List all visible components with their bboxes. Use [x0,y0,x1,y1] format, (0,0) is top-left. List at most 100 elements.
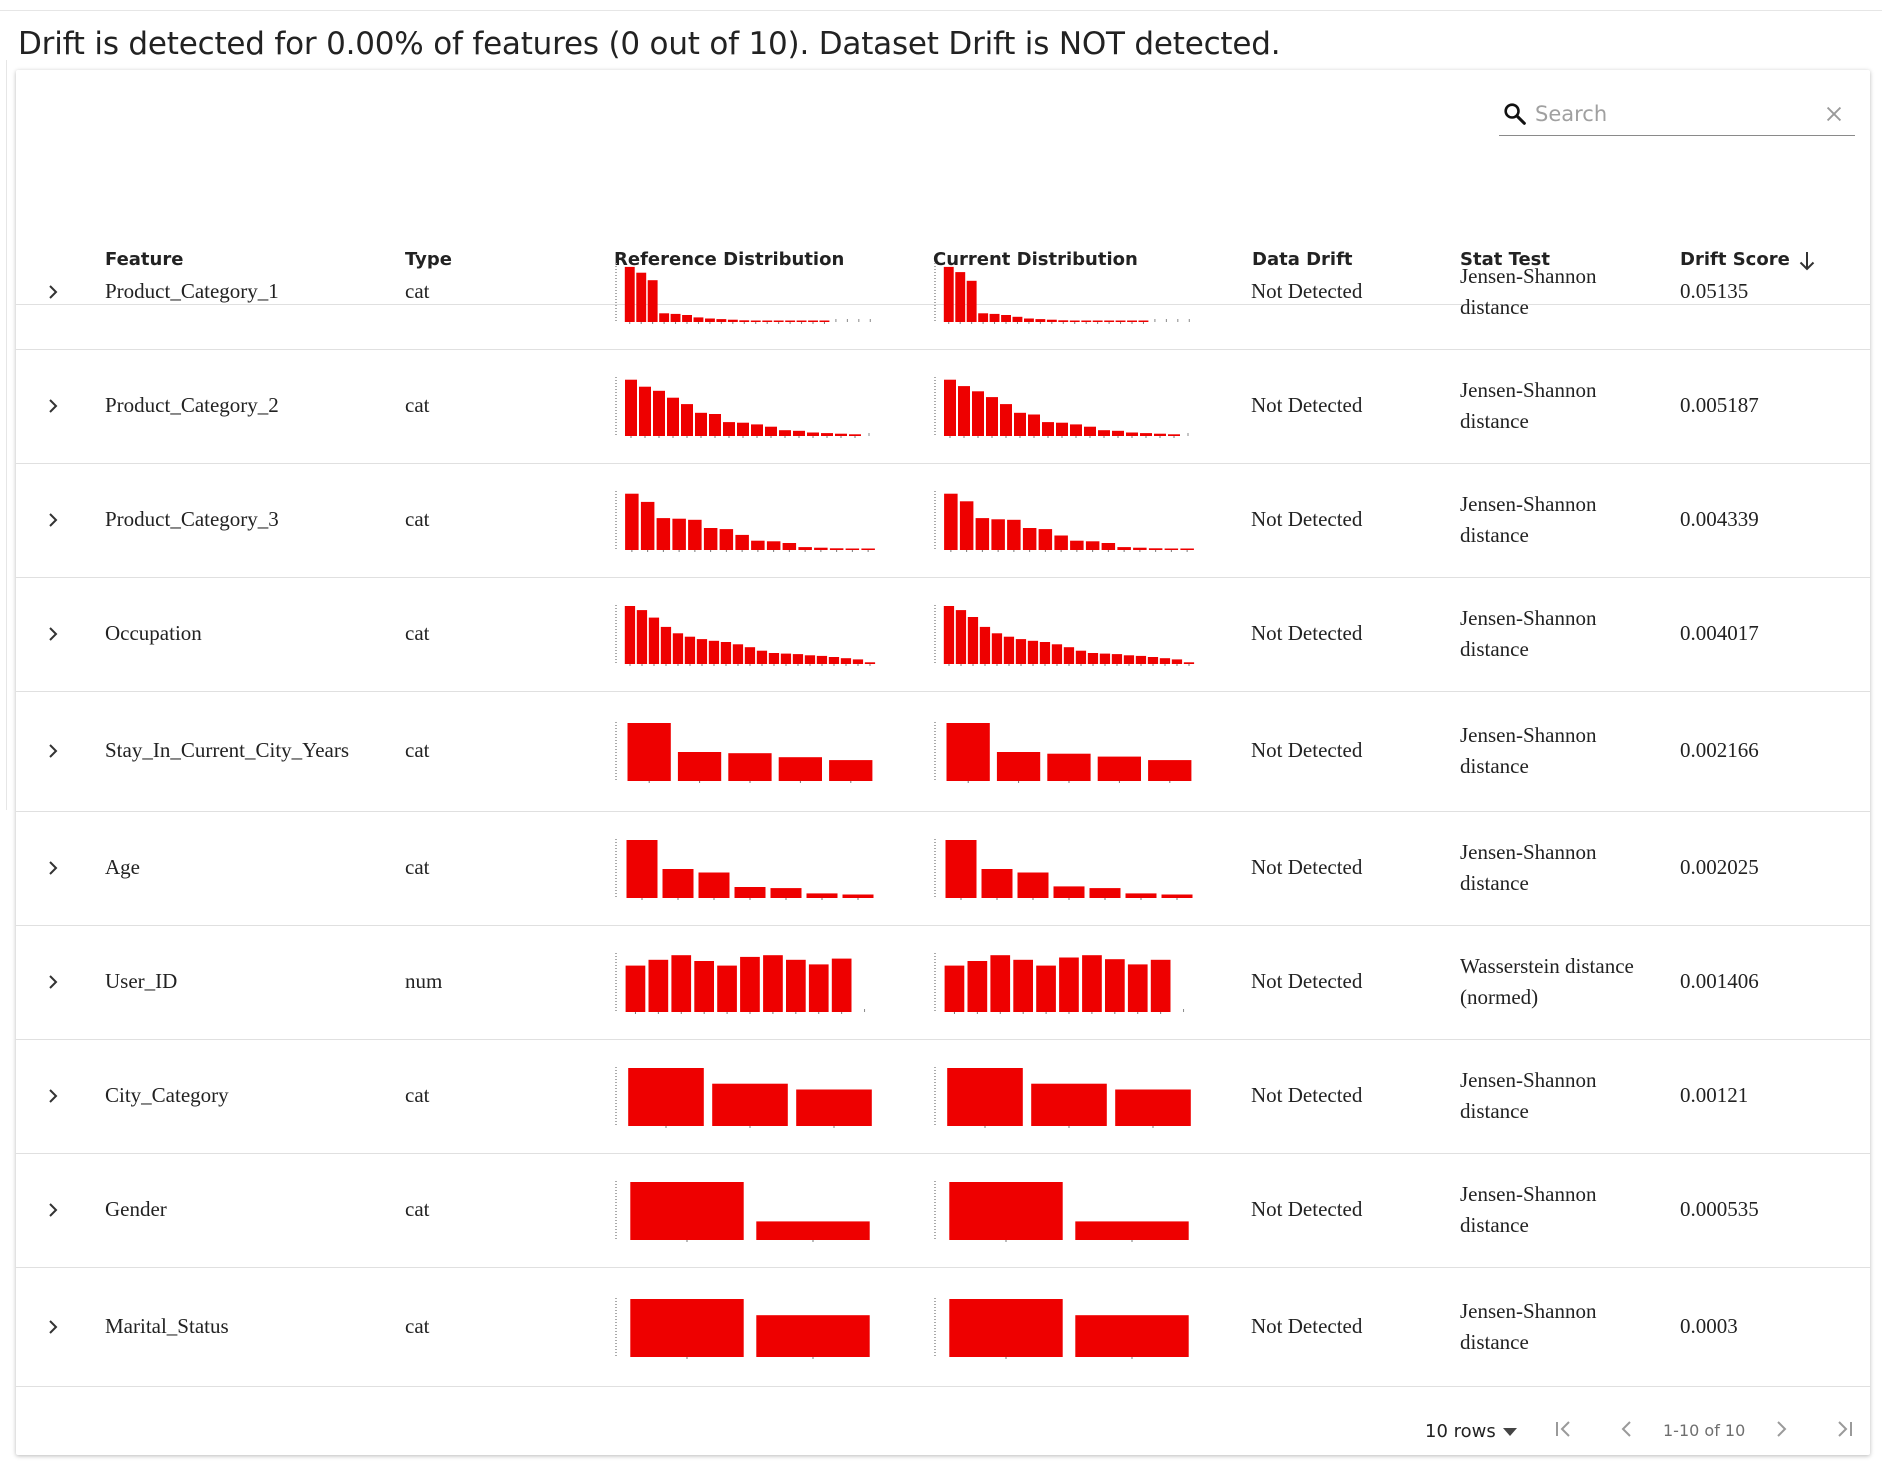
last-page-icon[interactable] [1831,1416,1857,1442]
reference-distribution-chart [615,839,874,900]
distribution-bar [682,315,692,322]
distribution-bar [1047,753,1091,781]
drift-score-value: 0.000535 [1680,1197,1759,1221]
distribution-bar [1127,964,1148,1012]
distribution-bar [1097,756,1141,781]
caret-down-icon[interactable] [1502,1426,1518,1438]
distribution-bar [1046,319,1057,322]
distribution-bar [958,386,970,436]
distribution-bar [1039,642,1051,664]
data-drift-status: Not Detected [1251,1083,1363,1107]
distribution-bar [1126,432,1138,436]
table-row[interactable]: Gender cat Not Detected Jensen-Shannon d… [16,1153,1870,1268]
column-header-current-distribution[interactable]: Current Distribution [933,249,1138,270]
chevron-right-icon[interactable] [43,282,63,302]
distribution-bar [849,434,861,436]
distribution-bar [660,626,672,664]
clear-search-icon[interactable] [1823,103,1845,125]
column-header-drift-score[interactable]: Drift Score [1680,249,1790,270]
drift-score-value: 0.005187 [1680,393,1759,417]
distribution-bar [981,869,1013,898]
chevron-right-icon[interactable] [43,858,63,878]
next-page-icon[interactable] [1768,1416,1794,1442]
distribution-bar [694,961,714,1012]
distribution-bar [732,644,744,664]
distribution-bar [796,320,807,322]
chevron-right-icon[interactable] [43,1086,63,1106]
sort-descending-icon[interactable] [1798,250,1816,272]
distribution-bar [659,313,670,322]
distribution-bar [819,320,830,322]
feature-type: cat [405,1083,430,1107]
distribution-bar [1089,888,1121,898]
distribution-bar [1123,655,1135,664]
chevron-right-icon[interactable] [43,396,63,416]
distribution-bar [1112,430,1124,436]
distribution-bar [671,955,692,1012]
current-distribution-chart [934,605,1195,666]
distribution-bar [630,1298,744,1357]
drift-score-value: 0.004339 [1680,507,1759,531]
data-drift-status: Not Detected [1251,279,1363,303]
top-divider [0,0,1882,11]
stat-test-name: Jensen-Shannon distance [1460,378,1597,433]
first-page-icon[interactable] [1551,1416,1577,1442]
distribution-bar [740,956,760,1012]
search-box[interactable] [1499,95,1855,136]
distribution-bar [1001,315,1011,322]
current-distribution-chart [934,1067,1191,1128]
column-header-type[interactable]: Type [405,249,452,270]
table-row[interactable]: Marital_Status cat Not Detected Jensen-S… [16,1267,1870,1387]
chevron-right-icon[interactable] [43,510,63,530]
table-row[interactable]: User_ID num Not Detected Wasserstein dis… [16,925,1870,1040]
previous-page-icon[interactable] [1614,1416,1640,1442]
distribution-bar [625,379,637,436]
search-input[interactable] [1535,97,1805,131]
chevron-right-icon[interactable] [43,624,63,644]
distribution-bar [816,655,828,664]
distribution-bar [667,397,679,436]
distribution-bar [1070,540,1084,550]
chevron-right-icon[interactable] [43,972,63,992]
distribution-bar [793,430,805,436]
feature-name: Stay_In_Current_City_Years [105,738,350,762]
distribution-bar [656,518,671,550]
distribution-bar [798,547,812,550]
feature-type: cat [405,1197,430,1221]
table-row[interactable]: Age cat Not Detected Jensen-Shannon dist… [16,811,1870,926]
column-header-data-drift[interactable]: Data Drift [1252,249,1353,270]
table-row[interactable]: Product_Category_2 cat Not Detected Jens… [16,349,1870,464]
table-row[interactable]: Product_Category_1 cat Not Detected Jens… [16,235,1870,350]
distribution-bar [717,965,737,1012]
current-distribution-chart [934,839,1193,900]
distribution-bar [1087,653,1099,664]
distribution-bar [698,872,730,898]
table-row[interactable]: Product_Category_3 cat Not Detected Jens… [16,463,1870,578]
rows-per-page-select[interactable]: 10 rows [1425,1421,1496,1442]
column-header-feature[interactable]: Feature [105,249,184,270]
stat-test-name: Jensen-Shannon distance [1460,1298,1597,1354]
feature-name: Product_Category_1 [105,279,279,303]
data-drift-status: Not Detected [1251,621,1363,645]
distribution-bar [944,379,956,436]
distribution-bar [1038,529,1053,550]
distribution-bar [1003,636,1015,664]
distribution-bar [986,397,998,436]
distribution-bar [648,959,669,1012]
distribution-bar [1051,644,1063,664]
distribution-bar [955,272,966,322]
table-row[interactable]: Stay_In_Current_City_Years cat Not Detec… [16,691,1870,812]
distribution-bar [828,657,840,664]
table-row[interactable]: City_Category cat Not Detected Jensen-Sh… [16,1039,1870,1154]
current-distribution-chart [934,491,1194,552]
table-row[interactable]: Occupation cat Not Detected Jensen-Shann… [16,577,1870,692]
distribution-bar [766,541,781,550]
column-header-reference-distribution[interactable]: Reference Distribution [614,249,845,270]
chevron-right-icon[interactable] [43,1317,63,1337]
data-drift-status: Not Detected [1251,507,1363,531]
chevron-right-icon[interactable] [43,741,63,761]
distribution-bar [1012,316,1023,322]
chevron-right-icon[interactable] [43,1200,63,1220]
drift-score-value: 0.002166 [1680,738,1759,762]
column-header-stat-test[interactable]: Stat Test [1460,249,1550,270]
